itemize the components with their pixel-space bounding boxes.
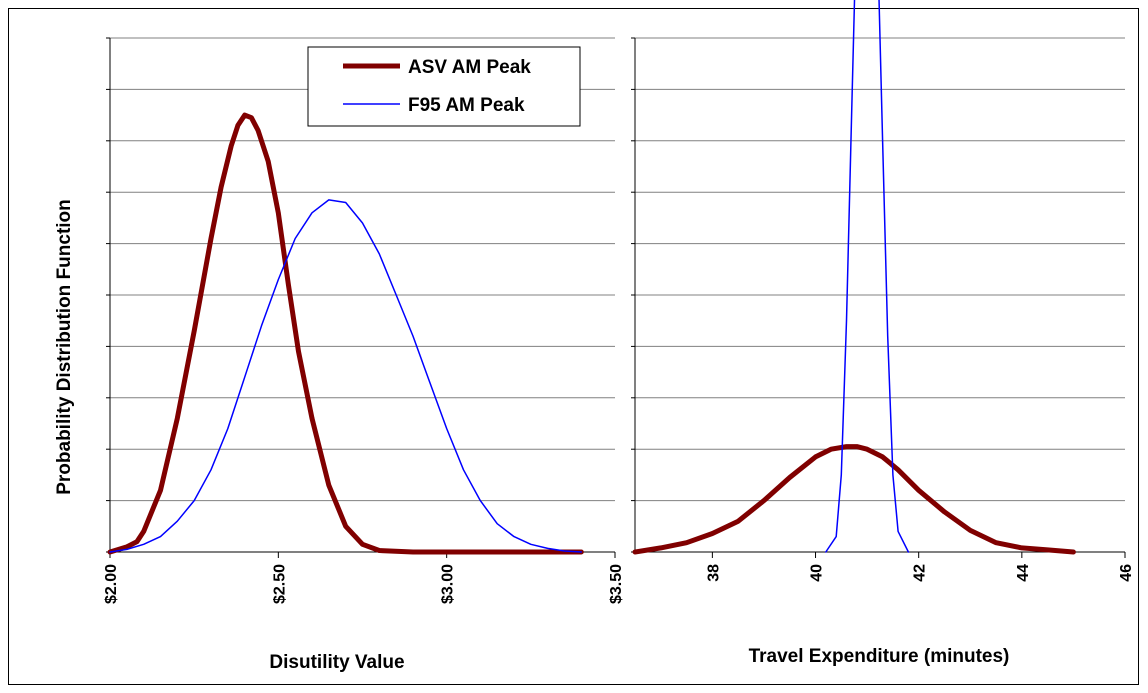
left-series-asv	[107, 112, 584, 555]
right-series-f95	[825, 0, 910, 553]
left-x-tick-label: $3.50	[608, 564, 625, 604]
right-series-asv	[632, 444, 1076, 555]
legend: ASV AM Peak F95 AM Peak	[307, 46, 581, 127]
left-x-axis-title: Disutility Value	[269, 652, 404, 673]
legend-label-f95: F95 AM Peak	[408, 95, 525, 116]
left-x-tick-label: $3.00	[440, 564, 457, 604]
right-x-tick-label: 38	[705, 564, 722, 582]
left-series-f95	[109, 199, 583, 553]
right-x-tick-label: 42	[912, 564, 929, 582]
right-x-tick-label: 40	[809, 564, 826, 582]
left-plot-area: $2.00 $2.50 $3.00 $3.50	[103, 37, 625, 604]
right-plot-area: 38 40 42 44 46	[631, 0, 1135, 582]
left-x-tick-label: $2.50	[271, 564, 288, 604]
legend-label-asv: ASV AM Peak	[408, 57, 531, 78]
right-x-tick-label: 44	[1015, 564, 1032, 582]
legend-box	[307, 46, 581, 127]
y-axis-title: Probability Distribution Function	[54, 199, 75, 495]
right-x-tick-label: 46	[1118, 564, 1135, 582]
left-x-tick-label: $2.00	[103, 564, 120, 604]
right-x-axis-title: Travel Expenditure (minutes)	[749, 646, 1010, 667]
